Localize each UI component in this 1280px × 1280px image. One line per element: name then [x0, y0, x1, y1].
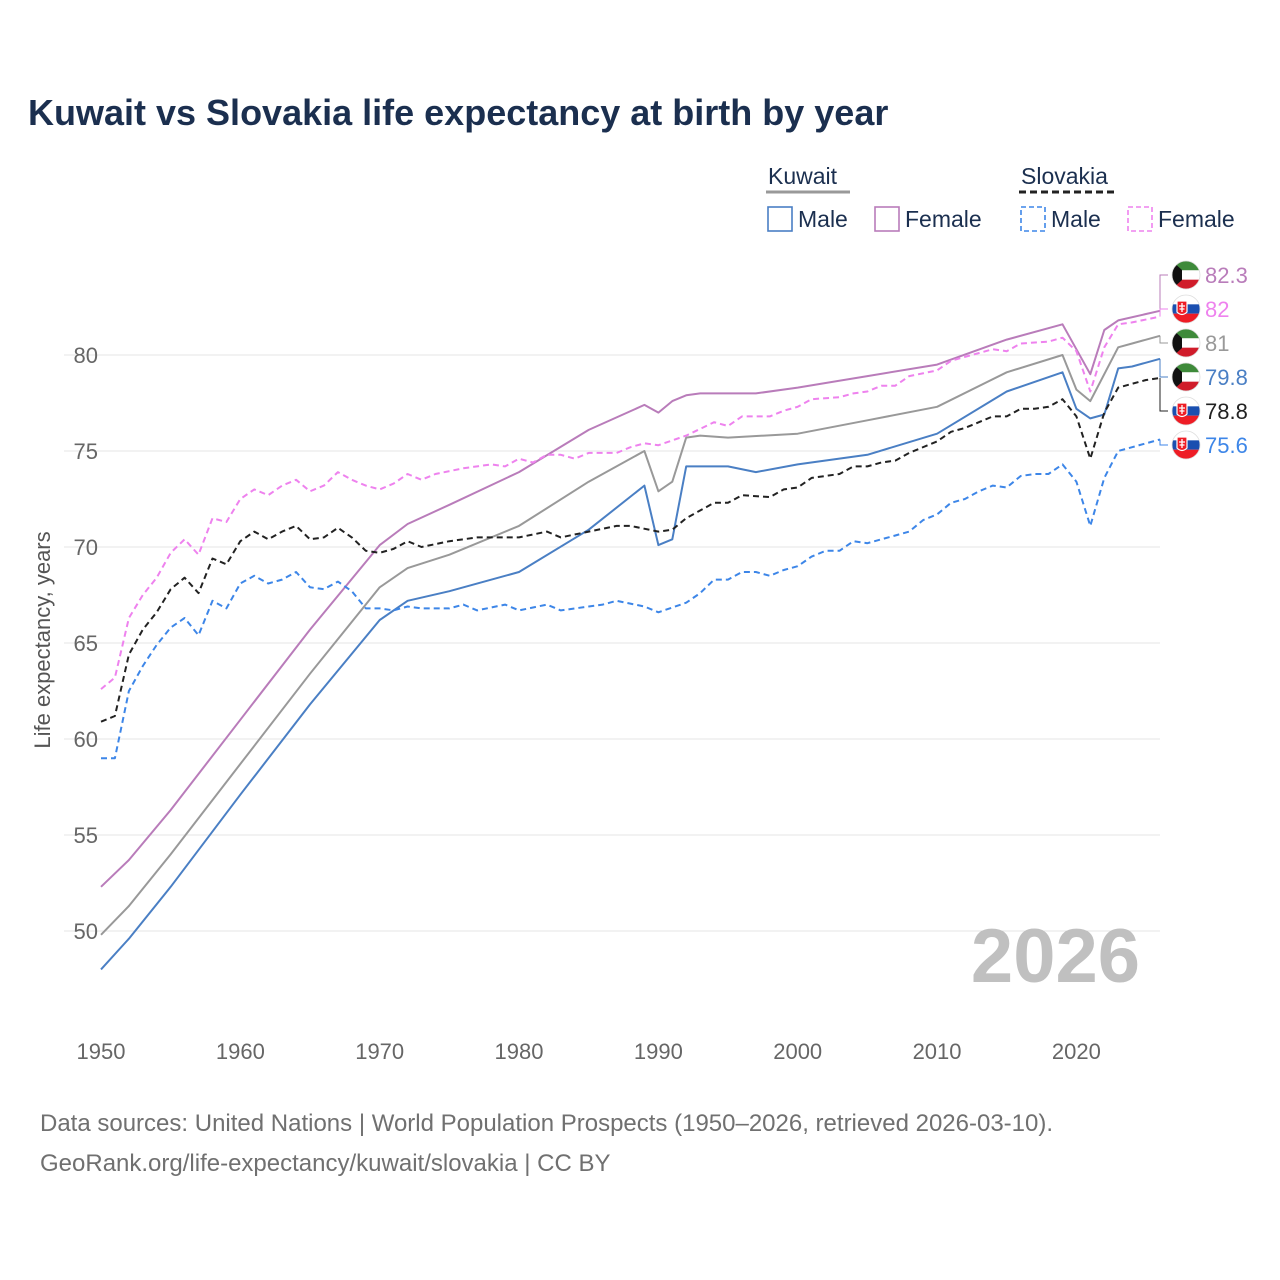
x-tick-label: 2010 — [913, 1039, 962, 1064]
y-axis-label: Life expectancy, years — [30, 531, 55, 748]
end-label-kw-female: 82.3 — [1171, 260, 1248, 290]
x-tick-label: 1990 — [634, 1039, 683, 1064]
y-tick-label: 55 — [74, 823, 98, 848]
series-lines — [100, 309, 1161, 971]
series-line-sk-male — [101, 438, 1161, 760]
source-note: Data sources: United Nations | World Pop… — [40, 1104, 1053, 1184]
end-label-value: 75.6 — [1205, 433, 1248, 458]
legend-group-slovakia: Slovakia Male Female — [1019, 163, 1235, 232]
year-stamp: 2026 — [971, 914, 1140, 999]
end-label-sk-female: 82 — [1171, 294, 1229, 324]
y-tick-label: 50 — [74, 919, 98, 944]
legend-group-title: Kuwait — [768, 163, 838, 189]
kuwait-flag-icon — [1172, 261, 1200, 289]
x-tick-label: 1970 — [355, 1039, 404, 1064]
x-tick-label: 1960 — [216, 1039, 265, 1064]
end-label-sk-male: 75.6 — [1171, 430, 1248, 460]
series-line-kw-male — [100, 357, 1161, 971]
x-tick-label: 2020 — [1052, 1039, 1101, 1064]
y-tick-label: 65 — [74, 631, 98, 656]
legend-item-label: Male — [798, 206, 848, 232]
kuwait-flag-icon — [1172, 363, 1200, 391]
connector-kw-total — [1159, 335, 1168, 344]
x-tick-label: 1980 — [495, 1039, 544, 1064]
connector-sk-female — [1159, 308, 1168, 317]
legend-item-label: Male — [1051, 206, 1101, 232]
y-axis-ticks: 50 55 60 65 70 75 80 — [74, 343, 98, 944]
end-label-value: 81 — [1205, 331, 1229, 356]
legend-group-kuwait: Kuwait Male Female — [766, 163, 982, 232]
series-line-sk-female — [100, 315, 1161, 690]
end-labels: 82.3 82 81 79.8 78.8 75.6 — [1171, 260, 1248, 460]
x-axis-ticks: 1950 1960 1970 1980 1990 2000 2010 2020 — [77, 1039, 1101, 1064]
y-tick-label: 70 — [74, 535, 98, 560]
legend-swatch-sk-male — [1020, 206, 1046, 232]
y-tick-label: 80 — [74, 343, 98, 368]
legend-item-label: Female — [905, 206, 982, 232]
end-label-sk-total: 78.8 — [1171, 396, 1248, 426]
legend-swatch-kw-male — [767, 206, 793, 232]
kuwait-flag-icon — [1172, 329, 1200, 357]
legend-item-label: Female — [1158, 206, 1235, 232]
end-label-connectors — [1159, 274, 1168, 446]
connector-sk-male — [1159, 439, 1168, 446]
connector-kw-female — [1159, 274, 1168, 311]
x-tick-label: 2000 — [773, 1039, 822, 1064]
end-label-kw-male: 79.8 — [1171, 362, 1248, 392]
source-line-1: Data sources: United Nations | World Pop… — [40, 1110, 1054, 1137]
legend: Kuwait Male Female Slovakia Male Female — [766, 163, 1235, 232]
end-label-value: 82.3 — [1205, 263, 1248, 288]
legend-swatch-sk-female — [1127, 206, 1153, 232]
end-label-value: 79.8 — [1205, 365, 1248, 390]
y-tick-label: 60 — [74, 727, 98, 752]
series-line-kw-total — [100, 334, 1161, 936]
end-label-kw-total: 81 — [1171, 328, 1229, 358]
series-line-sk-total — [100, 377, 1161, 723]
chart-title: Kuwait vs Slovakia life expectancy at bi… — [28, 92, 889, 133]
slovakia-flag-icon — [1172, 295, 1200, 323]
series-line-kw-female — [100, 309, 1161, 888]
connector-sk-total — [1159, 378, 1168, 412]
source-line-2: GeoRank.org/life-expectancy/kuwait/slova… — [40, 1150, 611, 1177]
x-tick-label: 1950 — [77, 1039, 126, 1064]
end-label-value: 78.8 — [1205, 399, 1248, 424]
slovakia-flag-icon — [1172, 431, 1200, 459]
end-label-value: 82 — [1205, 297, 1229, 322]
connector-kw-male — [1159, 358, 1168, 378]
gridlines — [64, 354, 1160, 932]
y-tick-label: 75 — [74, 439, 98, 464]
slovakia-flag-icon — [1172, 397, 1200, 425]
legend-group-title: Slovakia — [1021, 163, 1108, 189]
legend-swatch-kw-female — [874, 206, 900, 232]
